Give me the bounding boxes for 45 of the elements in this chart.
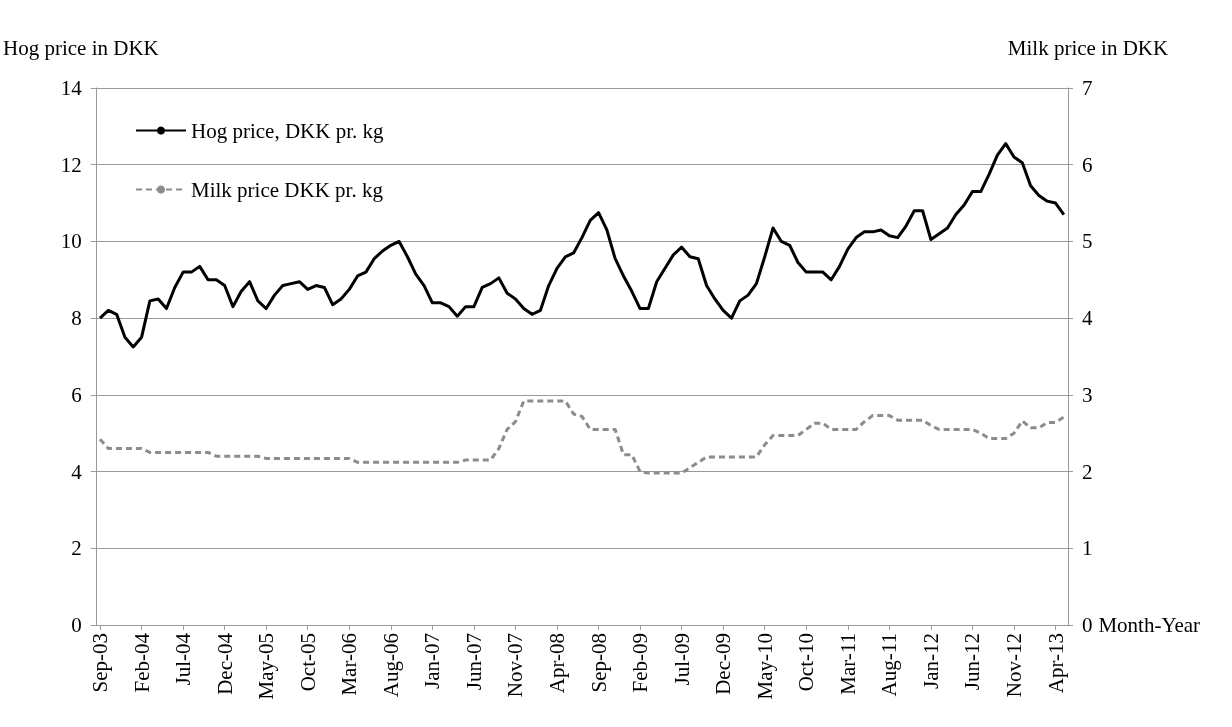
legend-label: Hog price, DKK pr. kg [191, 118, 384, 143]
y2-axis-title: Milk price in DKK [1007, 35, 1169, 60]
x-tick-label: Jul-04 [171, 632, 196, 686]
x-tick-label: Aug-11 [877, 633, 902, 697]
x-tick-label: Feb-09 [628, 633, 653, 693]
y-tick-label: 2 [71, 536, 82, 561]
x-tick-label: May-10 [752, 633, 777, 700]
x-tick-label: Jan-07 [420, 633, 445, 689]
y2-tick-label: 5 [1082, 229, 1093, 254]
x-tick-label: Oct-10 [794, 633, 819, 692]
y-tick-label: 8 [71, 306, 82, 331]
x-tick-label: Jul-09 [669, 633, 694, 686]
y2-tick-label: 1 [1082, 536, 1093, 561]
y-axis-title: Hog price in DKK [3, 35, 159, 60]
y2-tick-label: 3 [1082, 382, 1093, 407]
x-tick-label: Apr-08 [545, 633, 569, 694]
x-tick-label: Jun-12 [960, 633, 985, 691]
x-tick-label: Sep-08 [586, 633, 611, 693]
y-tick-label: 6 [71, 382, 82, 407]
legend-label: Milk price DKK pr. kg [191, 177, 384, 202]
x-tick-label: Apr-13 [1043, 633, 1068, 694]
x-axis-title: Month-Year [1098, 613, 1201, 637]
y-tick-label: 14 [60, 76, 83, 100]
x-tick-label: Mar-06 [337, 633, 362, 696]
y-tick-label: 4 [71, 459, 83, 484]
y-tick-label: 12 [60, 152, 82, 177]
x-tick-label: Mar-11 [835, 633, 860, 695]
x-tick-label: Nov-07 [503, 633, 528, 698]
y2-tick-label: 4 [1082, 306, 1093, 331]
y-tick-label: 10 [60, 229, 82, 254]
x-tick-label: Jun-07 [461, 633, 486, 691]
y2-tick-label: 7 [1082, 76, 1093, 100]
x-tick-label: May-05 [254, 633, 279, 700]
y2-tick-label: 6 [1082, 152, 1093, 177]
x-tick-label: Oct-05 [295, 633, 320, 692]
y2-tick-label: 0 [1082, 613, 1093, 637]
x-tick-label: Nov-12 [1001, 633, 1026, 698]
y2-tick-label: 2 [1082, 459, 1093, 484]
x-tick-label: Sep-03 [88, 633, 113, 693]
x-tick-label: Dec-09 [711, 633, 736, 695]
x-tick-label: Feb-04 [129, 632, 154, 693]
x-tick-label: Dec-04 [212, 632, 237, 695]
y-tick-label: 0 [71, 613, 82, 637]
x-tick-label: Jan-12 [918, 633, 943, 689]
x-tick-label: Aug-06 [378, 633, 403, 698]
